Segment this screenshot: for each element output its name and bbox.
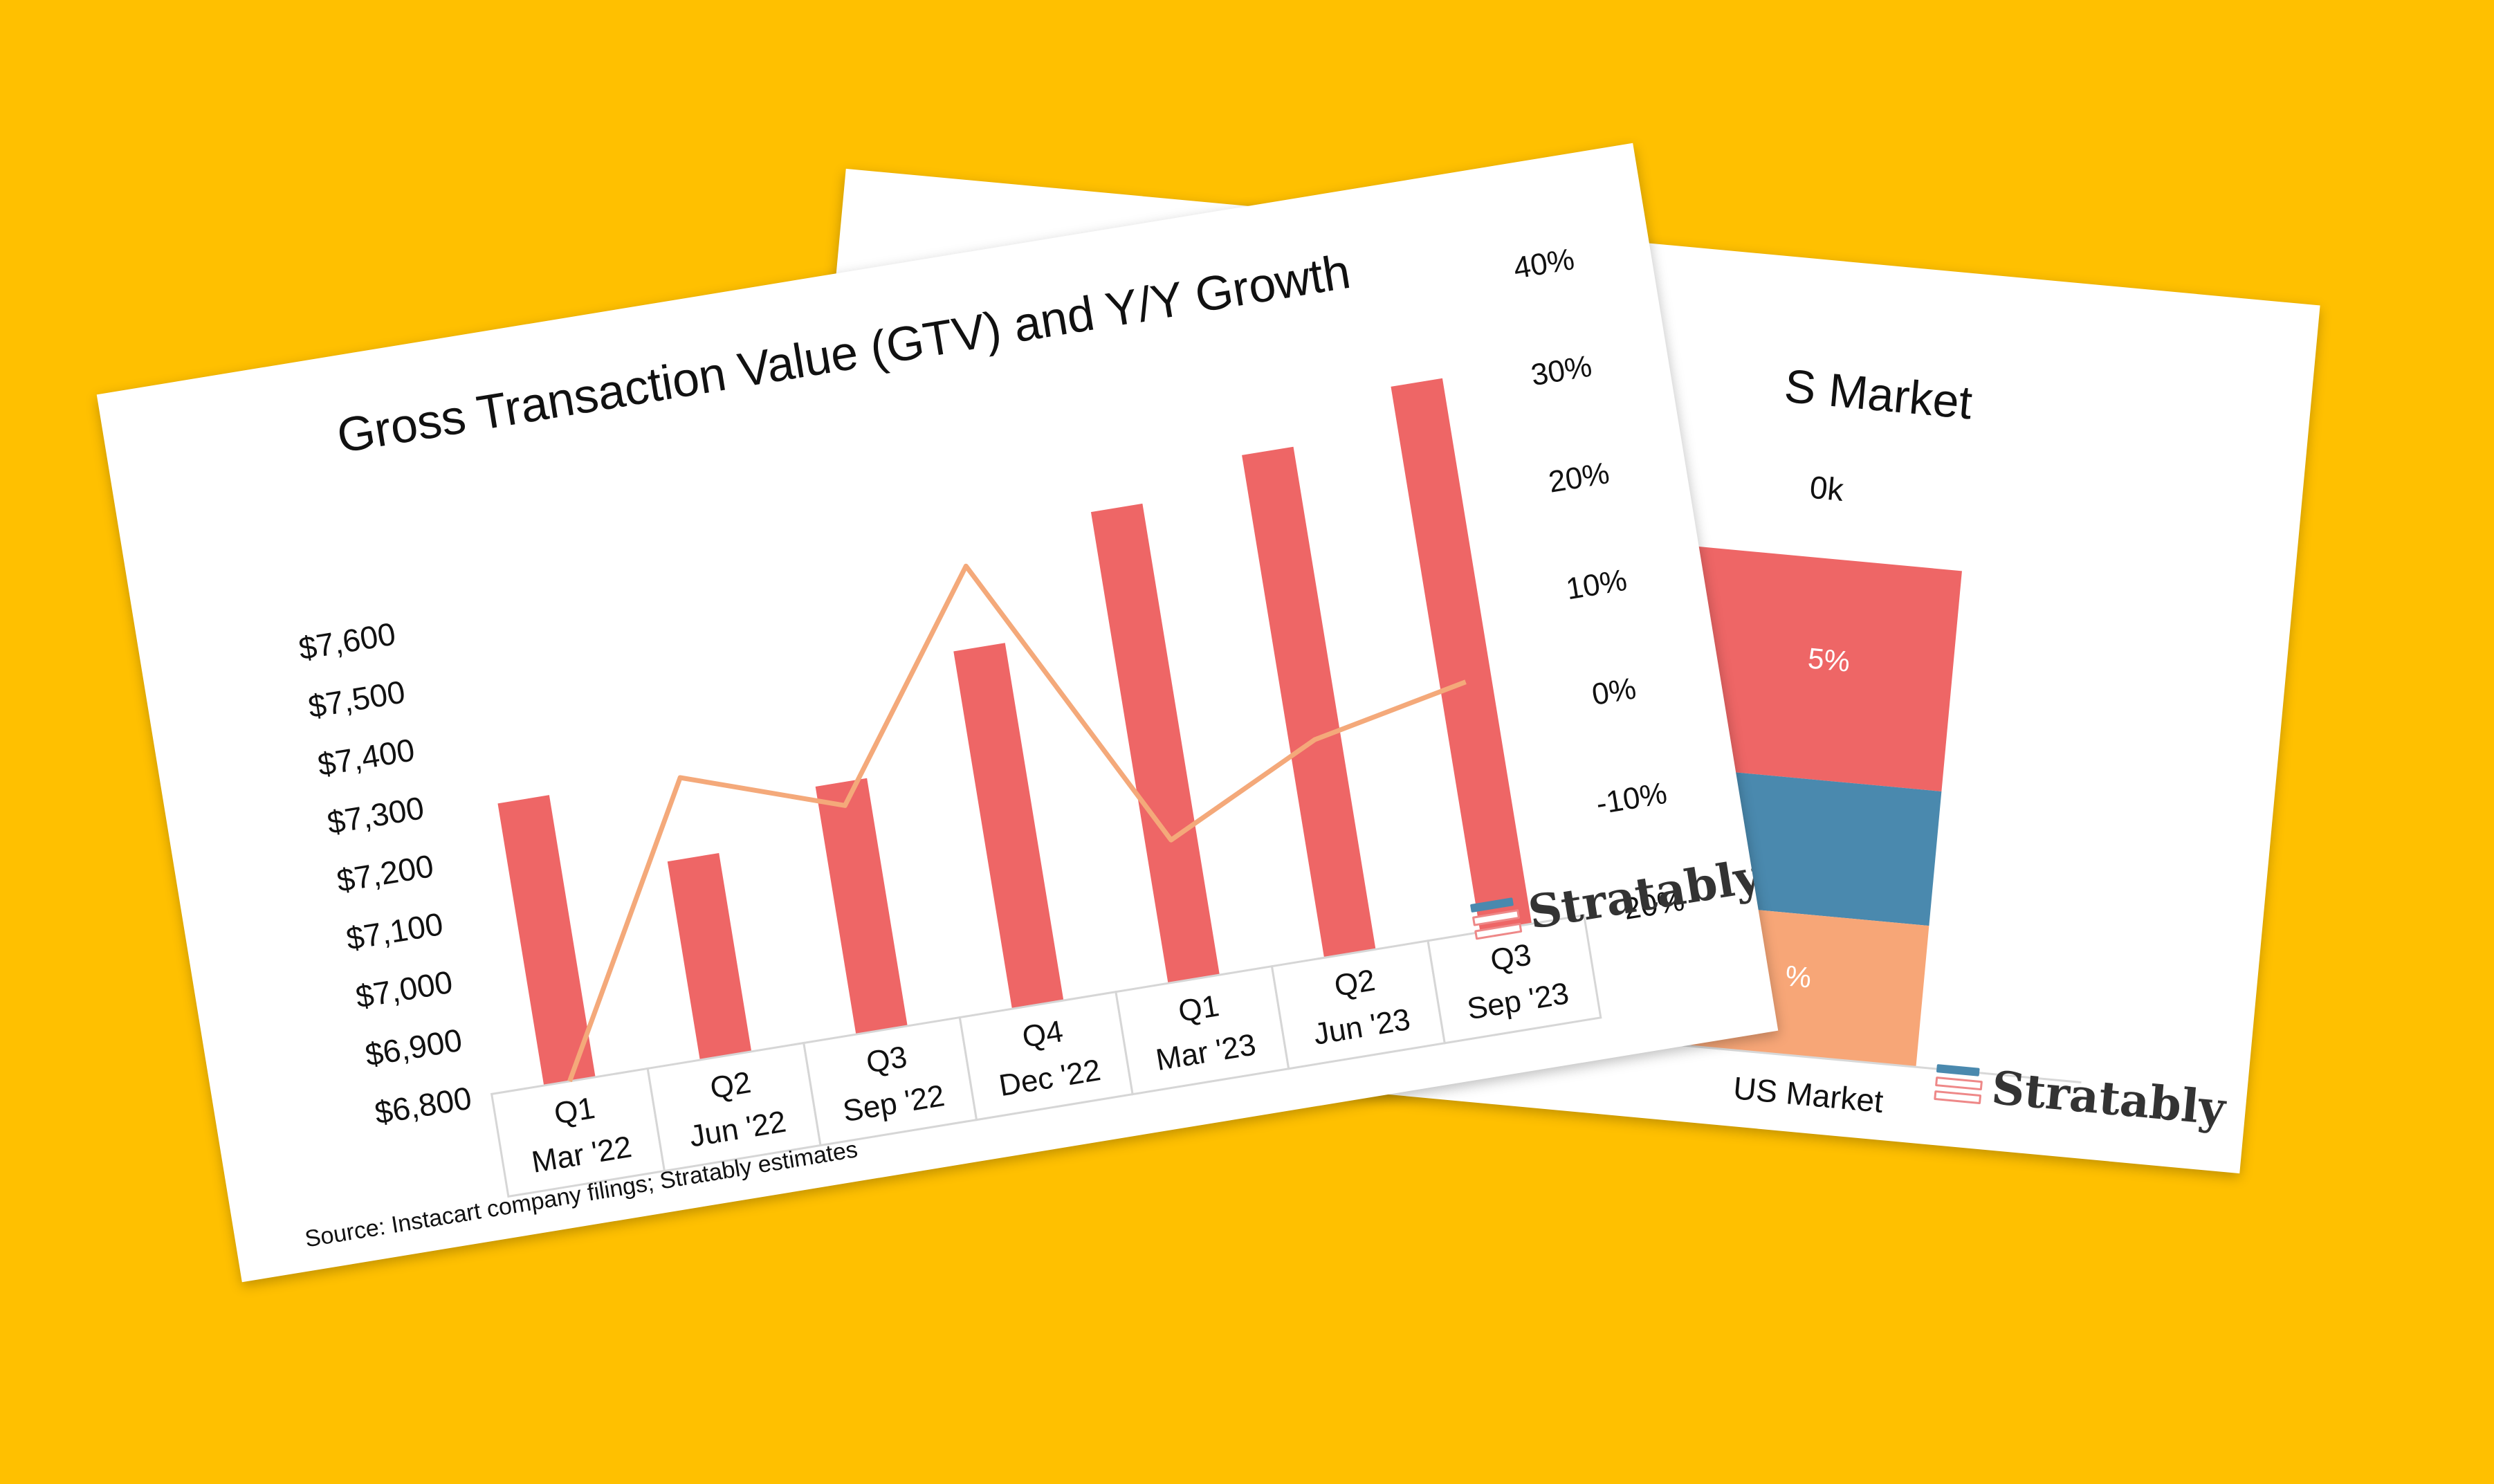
category-box	[958, 990, 1134, 1121]
y2-tick-label: -10%	[1594, 776, 1669, 821]
stack-label-red: 5%	[1806, 641, 1851, 677]
bar	[1391, 378, 1532, 933]
y-tick-label: $6,800	[372, 1080, 474, 1131]
category-label-top: Q1	[1176, 989, 1222, 1029]
logo-mark-icon	[1469, 897, 1523, 940]
stack-label-peach: %	[1784, 959, 1813, 993]
y2-tick-label: 0%	[1590, 671, 1639, 712]
bar	[497, 795, 596, 1086]
y-tick-label: $7,400	[315, 731, 417, 782]
y2-tick-label: 30%	[1529, 349, 1595, 393]
bar-series	[497, 378, 1532, 1086]
y2-tick-label: 10%	[1564, 563, 1629, 607]
back-chart-title: S Market	[1782, 360, 1974, 430]
gtv-chart-svg: Gross Transaction Value (GTV) and Y/Y Gr…	[296, 242, 1687, 1252]
stack-segment-red	[1652, 544, 1962, 791]
y2-tick-label: 40%	[1511, 242, 1577, 286]
category-label-top: Q3	[1488, 937, 1534, 978]
category-label-top: Q2	[1332, 963, 1377, 1003]
y2-tick-label: 20%	[1546, 456, 1612, 500]
bar	[1242, 446, 1376, 958]
category-box	[1270, 940, 1447, 1070]
y-axis-left: $6,800 $6,900 $7,000 $7,100 $7,200 $7,300 $7,4…	[296, 616, 474, 1131]
logo-mark-icon	[1934, 1064, 1984, 1105]
chart-title: Gross Transaction Value (GTV) and Y/Y Gr…	[333, 244, 1354, 464]
y-tick-label: $7,500	[306, 673, 407, 724]
category-label-top: Q2	[708, 1065, 753, 1106]
bar	[815, 778, 908, 1035]
y-tick-label: $6,900	[363, 1022, 464, 1073]
y-tick-label: $7,000	[354, 964, 455, 1015]
yy-growth-line	[567, 563, 1467, 1083]
category-label-top: Q1	[552, 1091, 598, 1131]
category-label-top: Q3	[864, 1040, 910, 1080]
y-tick-label: $7,100	[344, 906, 446, 957]
bar	[953, 643, 1064, 1009]
y-tick-label: $7,600	[296, 616, 398, 667]
bar	[667, 852, 752, 1061]
y-tick-label: $7,300	[324, 789, 426, 841]
bar	[1090, 503, 1220, 984]
back-category-label: US Market	[1732, 1070, 1885, 1119]
y-tick-label: $7,200	[334, 848, 436, 899]
category-box	[1115, 964, 1290, 1096]
category-box	[803, 1016, 978, 1147]
back-axis-fragment: 0k	[1808, 469, 1846, 508]
category-label-top: Q4	[1020, 1014, 1065, 1054]
front-chart-card: Gross Transaction Value (GTV) and Y/Y Gr…	[96, 143, 1779, 1283]
y-axis-right: -20%-10%0%10%20%30%40%	[1511, 242, 1687, 928]
